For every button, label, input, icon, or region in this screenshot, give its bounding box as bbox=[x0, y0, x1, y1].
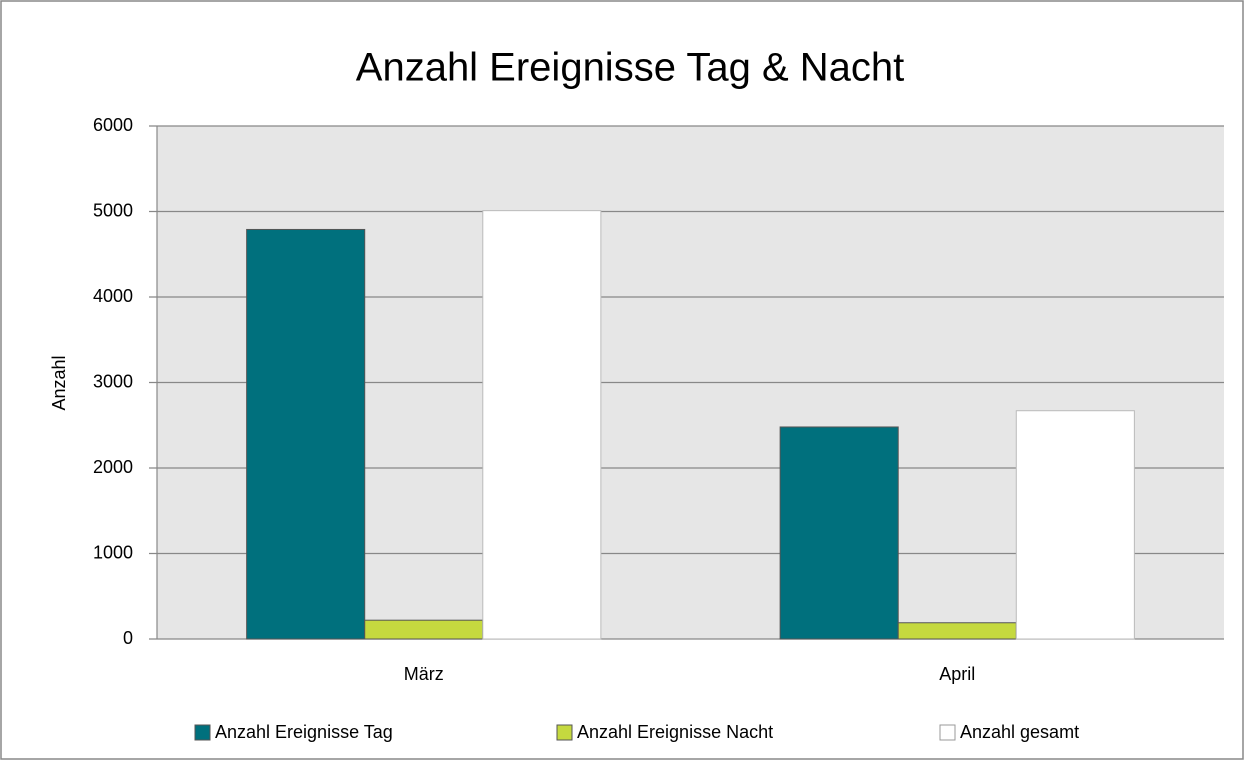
x-tick-label: März bbox=[404, 664, 444, 684]
bar bbox=[246, 228, 366, 640]
y-tick-label: 6000 bbox=[93, 115, 133, 135]
legend-swatch bbox=[194, 724, 211, 741]
y-tick-label: 5000 bbox=[93, 200, 133, 220]
bar bbox=[779, 426, 899, 640]
y-tick-label: 0 bbox=[123, 628, 133, 648]
bar bbox=[364, 619, 484, 640]
bar bbox=[1015, 410, 1135, 640]
legend-label: Anzahl Ereignisse Tag bbox=[215, 722, 393, 742]
y-tick-label: 3000 bbox=[93, 371, 133, 391]
y-tick-label: 4000 bbox=[93, 286, 133, 306]
bar bbox=[482, 210, 602, 640]
legend-swatch bbox=[939, 724, 956, 741]
y-axis-label: Anzahl bbox=[49, 355, 69, 410]
bar bbox=[897, 622, 1017, 640]
y-tick-label: 1000 bbox=[93, 542, 133, 562]
legend-label: Anzahl Ereignisse Nacht bbox=[577, 722, 773, 742]
x-tick-label: April bbox=[939, 664, 975, 684]
legend-label: Anzahl gesamt bbox=[960, 722, 1079, 742]
y-tick-label: 2000 bbox=[93, 457, 133, 477]
chart-title: Anzahl Ereignisse Tag & Nacht bbox=[356, 46, 904, 90]
legend-swatch bbox=[556, 724, 573, 741]
